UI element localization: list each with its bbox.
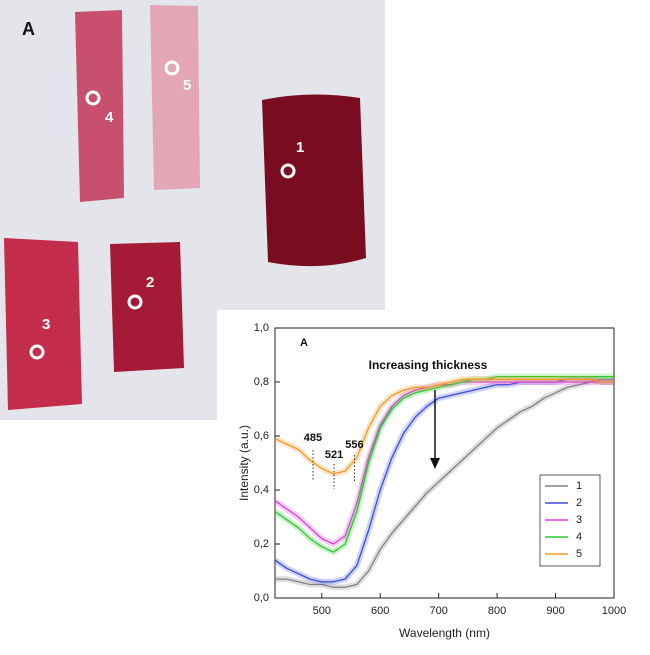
photo: A 1 2 3 4 5: [0, 0, 385, 420]
marker: [164, 60, 180, 76]
marker-label: 1: [296, 139, 304, 156]
marker: [85, 90, 101, 106]
marker-label: 3: [42, 316, 50, 333]
y-tick-label: 0,0: [254, 592, 269, 604]
series-line: [274, 381, 614, 545]
series-line: [274, 375, 614, 553]
x-tick-label: 500: [313, 605, 331, 617]
marker-label: 2: [146, 274, 154, 291]
peak-label: 521: [325, 449, 343, 461]
photo-label: A: [22, 19, 35, 39]
y-tick-label: 0,2: [254, 538, 269, 550]
x-tick-label: 1000: [602, 605, 626, 617]
plot-frame: [274, 327, 615, 599]
marker: [127, 294, 143, 310]
legend-label: 3: [576, 514, 582, 526]
y-tick-label: 1,0: [254, 322, 269, 334]
x-tick-label: 700: [429, 605, 447, 617]
legend-label: 1: [576, 480, 582, 492]
y-axis-label: Intensity (a.u.): [237, 425, 251, 501]
swatch: [75, 10, 124, 202]
chart: 0,0 0,2 0,4 0,6 0,8 1,0 500 600 700 800 900 1000 Wav…: [237, 322, 626, 640]
marker-label: 4: [105, 109, 114, 126]
swatch: [150, 5, 200, 190]
legend-label: 5: [576, 548, 582, 560]
arrow-head: [430, 458, 440, 469]
series-line: [275, 378, 614, 588]
swatch: [262, 94, 366, 267]
marker: [280, 163, 296, 179]
swatch: [110, 242, 184, 372]
annotation: Increasing thickness: [369, 358, 488, 372]
y-tick-label: 0,8: [254, 376, 269, 388]
x-axis-label: Wavelength (nm): [399, 626, 490, 640]
panel-label: A: [300, 337, 308, 349]
x-tick-label: 900: [546, 605, 564, 617]
marker: [29, 344, 45, 360]
legend-label: 2: [576, 497, 582, 509]
legend-label: 4: [576, 531, 582, 543]
swatch: [4, 238, 82, 410]
peak-label: 556: [345, 439, 363, 451]
series-line: [274, 378, 614, 475]
y-tick-label: 0,6: [254, 430, 269, 442]
peak-label: 485: [304, 432, 322, 444]
marker-label: 5: [183, 77, 191, 94]
x-tick-label: 800: [488, 605, 506, 617]
y-tick-label: 0,4: [254, 484, 269, 496]
x-tick-label: 600: [371, 605, 389, 617]
